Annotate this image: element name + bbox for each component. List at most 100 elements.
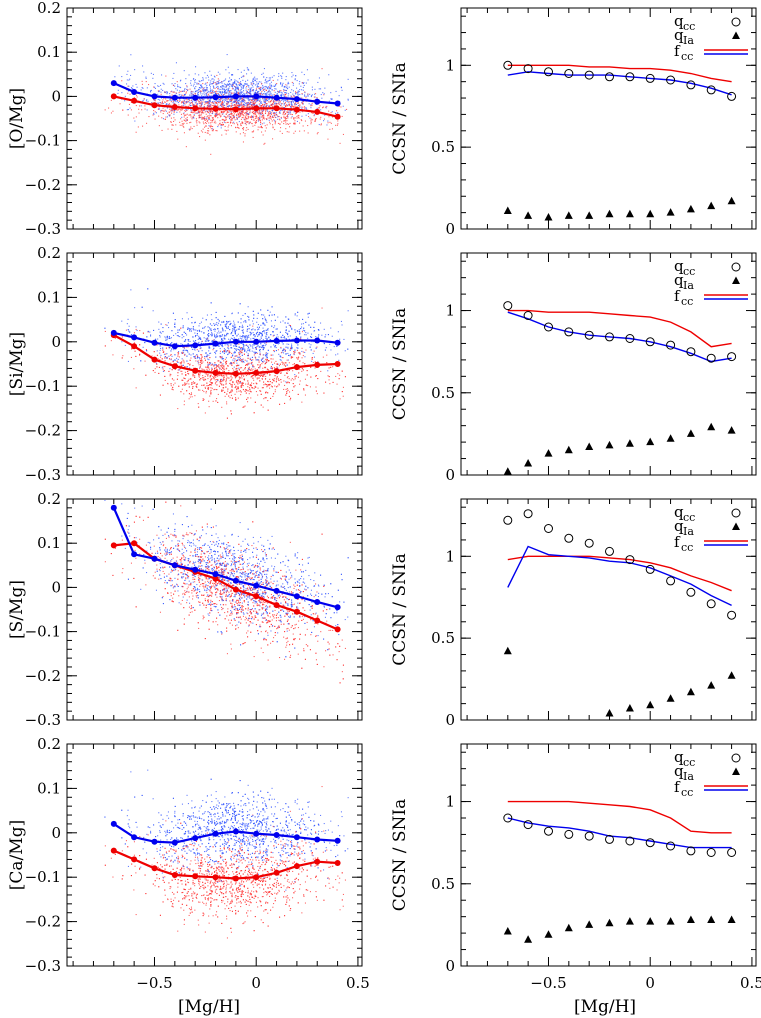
scatter-point-high <box>235 92 237 94</box>
scatter-point-high <box>266 104 268 106</box>
scatter-point-high <box>194 88 196 90</box>
scatter-point-low <box>221 103 223 105</box>
scatter-point-high <box>239 352 241 354</box>
scatter-point-high <box>300 336 302 338</box>
scatter-point-high <box>263 76 265 78</box>
scatter-point-high <box>210 98 212 100</box>
scatter-point-high <box>209 104 211 106</box>
scatter-point-low <box>211 111 213 113</box>
scatter-point-high <box>240 71 242 73</box>
scatter-point-high <box>241 94 243 96</box>
scatter-point-low <box>274 112 276 114</box>
scatter-point-high <box>204 101 206 103</box>
scatter-point-high <box>219 334 221 336</box>
scatter-point-low <box>272 101 274 103</box>
scatter-point-high <box>214 76 216 78</box>
scatter-point-high <box>321 334 323 336</box>
scatter-point-low <box>262 108 264 110</box>
scatter-point-low <box>206 105 208 107</box>
scatter-point-low <box>278 383 280 385</box>
scatter-point-low <box>241 112 243 114</box>
scatter-point-high <box>330 92 332 94</box>
scatter-point-low <box>209 134 211 136</box>
scatter-point-high <box>238 116 240 118</box>
scatter-point-low <box>226 375 228 377</box>
scatter-point-low <box>208 130 210 132</box>
scatter-point-low <box>169 111 171 113</box>
scatter-point-low <box>161 102 163 104</box>
scatter-point-high <box>244 339 246 341</box>
scatter-point-low <box>247 117 249 119</box>
scatter-point-high <box>272 109 274 111</box>
scatter-point-high <box>308 343 310 345</box>
scatter-point-high <box>193 100 195 102</box>
scatter-point-high <box>337 331 339 333</box>
qcc-point <box>503 60 513 70</box>
scatter-point-low <box>270 118 272 120</box>
scatter-point-low <box>212 126 214 128</box>
scatter-point-high <box>318 88 320 90</box>
scatter-point-high <box>229 93 231 95</box>
scatter-point-high <box>246 83 248 85</box>
scatter-point-high <box>196 334 198 336</box>
scatter-point-low <box>205 118 207 120</box>
scatter-point-high <box>196 82 198 84</box>
scatter-point-high <box>158 321 160 323</box>
scatter-point-low <box>221 101 223 103</box>
scatter-point-low <box>164 366 166 368</box>
scatter-point-low <box>262 106 264 108</box>
scatter-point-high <box>264 100 266 102</box>
scatter-point-low <box>261 119 263 121</box>
scatter-point-low <box>210 379 212 381</box>
scatter-point-low <box>237 123 239 125</box>
scatter-point-low <box>202 118 204 120</box>
scatter-point-low <box>256 377 258 379</box>
scatter-point-low <box>240 112 242 114</box>
scatter-point-low <box>154 100 156 102</box>
scatter-point-high <box>297 92 299 94</box>
scatter-point-low <box>214 120 216 122</box>
scatter-point-low <box>275 377 277 379</box>
scatter-point-high <box>246 337 248 339</box>
scatter-point-low <box>220 103 222 105</box>
scatter-point-high <box>257 83 259 85</box>
scatter-point-low <box>291 81 293 83</box>
scatter-point-high <box>201 340 203 342</box>
scatter-point-high <box>238 349 240 351</box>
y-axis-label-O: [O/Mg] <box>7 88 27 149</box>
scatter-point-low <box>222 123 224 125</box>
scatter-point-high <box>195 100 197 102</box>
scatter-point-low <box>265 89 267 91</box>
scatter-point-low <box>223 110 225 112</box>
scatter-point-low <box>311 119 313 121</box>
scatter-point-high <box>298 91 300 93</box>
scatter-point-low <box>187 100 189 102</box>
scatter-point-high <box>227 106 229 108</box>
scatter-point-low <box>293 122 295 124</box>
scatter-point-low <box>269 117 271 119</box>
qcc-point <box>605 72 614 82</box>
scatter-point-low <box>301 97 303 99</box>
scatter-point-high <box>287 116 289 118</box>
scatter-point-low <box>157 103 159 105</box>
scatter-point-high <box>127 360 129 362</box>
scatter-point-high <box>185 78 187 80</box>
scatter-point-low <box>216 113 218 115</box>
scatter-point-high <box>241 104 243 106</box>
scatter-point-high <box>169 99 171 101</box>
scatter-point-low <box>230 112 232 114</box>
scatter-point-high <box>121 92 123 94</box>
scatter-point-high <box>229 118 231 120</box>
scatter-point-high <box>267 352 269 354</box>
qIa-point <box>524 211 533 219</box>
scatter-point-high <box>240 89 242 91</box>
scatter-point-high <box>274 120 276 122</box>
scatter-point-high <box>226 54 228 56</box>
scatter-point-low <box>127 114 129 116</box>
scatter-point-low <box>171 98 173 100</box>
scatter-point-low <box>286 123 288 125</box>
scatter-point-high <box>203 327 205 329</box>
scatter-point-high <box>149 331 151 333</box>
scatter-point-low <box>217 110 219 112</box>
scatter-point-low <box>304 394 306 396</box>
